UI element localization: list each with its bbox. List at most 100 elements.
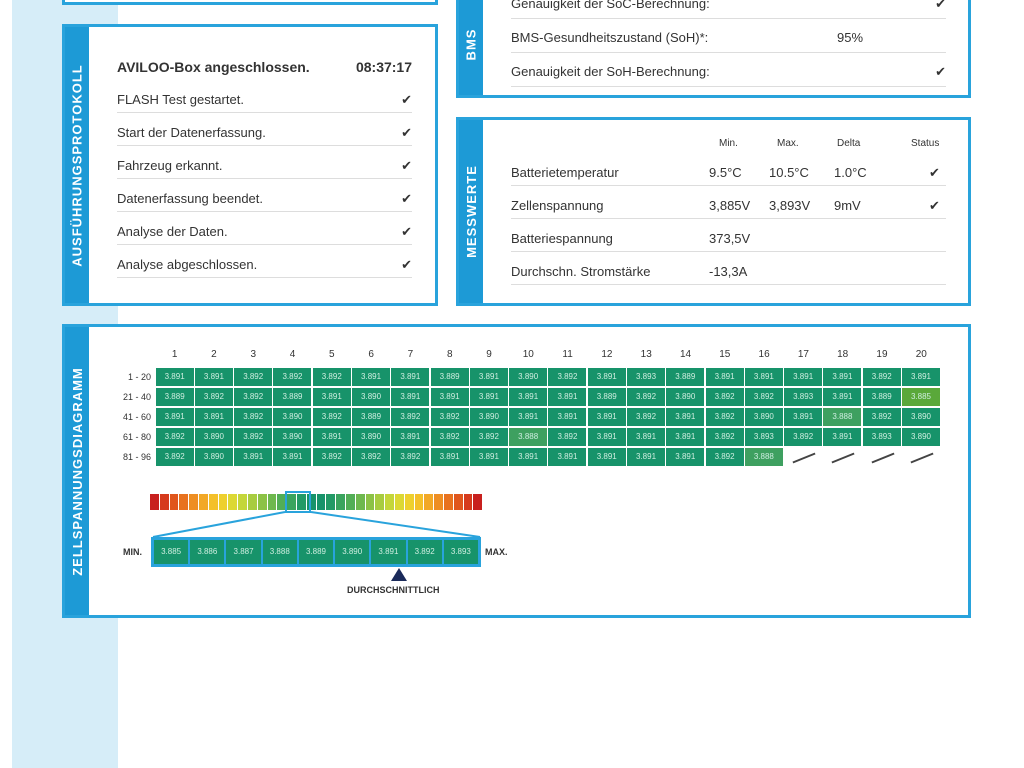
measurement-min: 9.5°C bbox=[709, 165, 742, 180]
legend-value: 3.888 bbox=[262, 540, 297, 564]
check-icon: ✔ bbox=[401, 124, 412, 140]
cell-voltage-panel: ZELLSPANNUNGSDIAGRAMM 1 2 3 4 5 6 7 8 9 10 11 12 13 1… bbox=[62, 324, 971, 618]
cell-value: 3.889 bbox=[352, 408, 391, 426]
measurement-delta: 1.0°C bbox=[834, 165, 867, 180]
cell-value: 3.889 bbox=[587, 388, 626, 406]
column-number: 6 bbox=[368, 349, 374, 360]
cell-value: 3.892 bbox=[273, 368, 312, 386]
scale-segment bbox=[394, 494, 404, 510]
cell-value: 3.891 bbox=[823, 388, 862, 406]
column-number: 5 bbox=[329, 349, 335, 360]
row-label: 1 - 20 bbox=[127, 372, 151, 382]
cell-value: 3.891 bbox=[430, 388, 469, 406]
cell-value: 3.891 bbox=[312, 388, 351, 406]
column-header: Min. bbox=[719, 138, 738, 149]
cell-value: 3.891 bbox=[666, 408, 705, 426]
column-number: 9 bbox=[486, 349, 492, 360]
cell-value: 3.889 bbox=[155, 388, 194, 406]
empty-cell-slash bbox=[784, 448, 822, 466]
cell-value: 3.892 bbox=[155, 428, 194, 446]
column-number: 14 bbox=[679, 349, 692, 360]
legend-value: 3.891 bbox=[371, 540, 406, 564]
column-number: 11 bbox=[562, 349, 573, 360]
measurement-max: 3,893V bbox=[769, 198, 811, 213]
cell-value: 3.891 bbox=[469, 368, 508, 386]
measurements-panel: MESSWERTE Min. Max. Delta Status Batteriete… bbox=[456, 117, 971, 306]
log-item: Analyse der Daten. ✔ bbox=[117, 219, 412, 245]
scale-segment bbox=[345, 494, 355, 510]
log-item: Start der Datenerfassung. ✔ bbox=[117, 120, 412, 146]
legend-value: 3.892 bbox=[407, 540, 442, 564]
cell-value: 3.892 bbox=[627, 408, 666, 426]
cell-value: 3.890 bbox=[273, 408, 312, 426]
cell-value: 3.889 bbox=[666, 368, 705, 386]
scale-segment bbox=[189, 494, 198, 510]
scale-segment bbox=[453, 494, 463, 510]
cell-value: 3.891 bbox=[587, 368, 626, 386]
cell-value: 3.891 bbox=[469, 448, 508, 466]
bms-row: BMS-Gesundheitszustand (SoH)*: 95% bbox=[511, 23, 946, 53]
cell-value: 3.891 bbox=[705, 368, 744, 386]
cell-value: 3.891 bbox=[627, 448, 666, 466]
column-number: 19 bbox=[876, 349, 888, 360]
cell-value: 3.891 bbox=[155, 368, 194, 386]
scale-segment bbox=[385, 494, 394, 510]
cell-value: 3.891 bbox=[666, 448, 705, 466]
cell-value: 3.892 bbox=[312, 408, 351, 426]
cell-value: 3.891 bbox=[352, 368, 391, 386]
cell-value: 3.892 bbox=[352, 448, 391, 466]
cell-value: 3.885 bbox=[901, 388, 940, 406]
cell-value: 3.888 bbox=[823, 408, 862, 426]
scale-segment bbox=[443, 494, 453, 510]
empty-cell-slash bbox=[902, 448, 940, 466]
cell-value: 3.891 bbox=[273, 448, 312, 466]
cell-value: 3.892 bbox=[705, 408, 744, 426]
cell-value: 3.891 bbox=[587, 448, 626, 466]
cell-value: 3.891 bbox=[509, 408, 548, 426]
check-icon: ✔ bbox=[929, 197, 940, 213]
column-number: 12 bbox=[601, 349, 613, 360]
cell-value: 3.891 bbox=[548, 388, 587, 406]
cell-value: 3.891 bbox=[155, 408, 194, 426]
cell-value: 3.892 bbox=[194, 388, 233, 406]
scale-segment bbox=[414, 494, 424, 510]
panel-label: AUSFÜHRUNGSPROTOKOLL bbox=[65, 27, 89, 303]
check-icon: ✔ bbox=[929, 164, 940, 180]
cell-value: 3.891 bbox=[823, 428, 862, 446]
log-item: Datenerfassung beendet. ✔ bbox=[117, 186, 412, 212]
column-header: Max. bbox=[777, 138, 799, 149]
cell-value: 3.892 bbox=[705, 448, 744, 466]
legend-scale: 3.885 3.886 3.887 3.888 3.889 3.890 3.891 3.892… bbox=[151, 537, 481, 567]
cell-value: 3.893 bbox=[627, 368, 666, 386]
cell-value: 3.891 bbox=[194, 368, 233, 386]
cell-value: 3.891 bbox=[784, 408, 823, 426]
cell-value: 3.892 bbox=[548, 428, 587, 446]
cell-value: 3.890 bbox=[666, 388, 705, 406]
column-number: 8 bbox=[446, 349, 453, 360]
cell-value: 3.892 bbox=[862, 368, 901, 386]
cell-value: 3.890 bbox=[509, 368, 548, 386]
log-item: Analyse abgeschlossen. ✔ bbox=[117, 252, 412, 278]
cell-value: 3.890 bbox=[194, 448, 233, 466]
cell-value: 3.888 bbox=[509, 428, 548, 446]
scale-segment bbox=[326, 494, 336, 510]
column-number: 7 bbox=[407, 349, 414, 360]
grid-row: 41 - 60 3.891 3.891 3.892 3.890 3.892 3.889 3.8… bbox=[123, 407, 941, 427]
column-number: 17 bbox=[797, 349, 809, 360]
log-item: Fahrzeug erkannt. ✔ bbox=[117, 153, 412, 179]
scale-segment bbox=[355, 494, 365, 510]
check-icon: ✔ bbox=[401, 91, 412, 107]
scale-segment bbox=[198, 494, 208, 510]
scale-segment bbox=[277, 494, 287, 510]
check-icon: ✔ bbox=[935, 63, 946, 79]
scale-segment bbox=[365, 494, 375, 510]
check-icon: ✔ bbox=[935, 0, 946, 11]
legend-value: 3.886 bbox=[190, 540, 225, 564]
cell-value: 3.893 bbox=[744, 428, 783, 446]
cell-value: 3.890 bbox=[901, 428, 940, 446]
execution-log-panel: AUSFÜHRUNGSPROTOKOLL AVILOO-Box angeschl… bbox=[62, 24, 438, 306]
legend-value: 3.889 bbox=[298, 540, 334, 564]
cell-value: 3.891 bbox=[234, 448, 273, 466]
measurement-row: Durchschn. Stromstärke -13,3A bbox=[511, 259, 946, 285]
empty-cell-slash bbox=[823, 448, 861, 466]
